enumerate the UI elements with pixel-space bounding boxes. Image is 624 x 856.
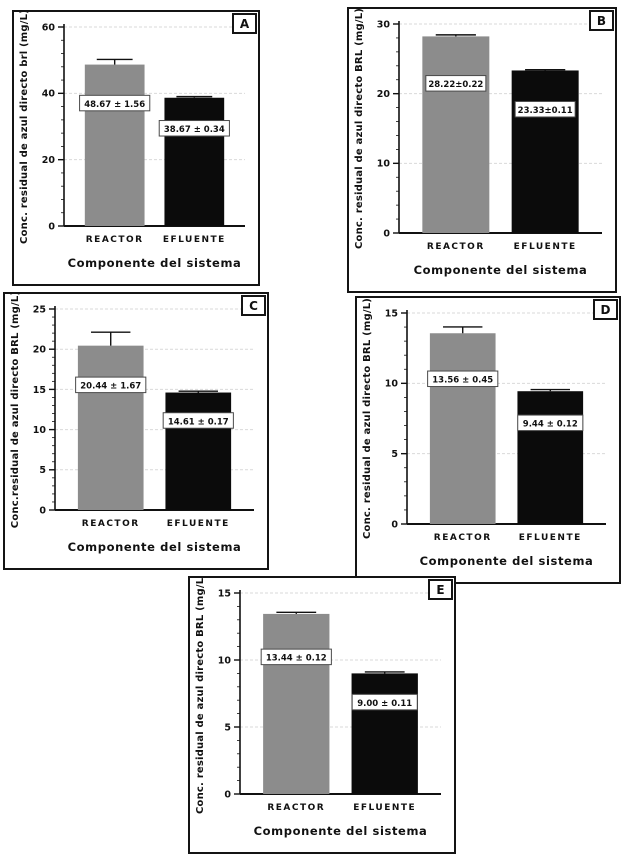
y-tick-label: 20 <box>33 345 47 356</box>
panel-letter-box: D <box>593 299 618 320</box>
value-label-box <box>514 100 576 118</box>
chart-svg-d: 0 5 10 15 13.56 ± 0.45 REACTOR 9.44 ± 0.12 EFLU… <box>362 298 606 568</box>
y-axis-title: Conc. residual de azul directo BRL (mg/L… <box>354 9 365 249</box>
bar-efluente <box>165 392 232 510</box>
value-label-box <box>351 693 418 711</box>
value-label-box <box>517 414 584 432</box>
x-category-label: REACTOR <box>427 242 485 252</box>
panel-b: B 0 10 20 30 28.22±0.22 REACTOR 23.33±0.11 EFLU… <box>347 7 617 293</box>
value-label-box <box>158 120 230 137</box>
panel-letter: A <box>239 16 250 31</box>
value-label: 23.33±0.11 <box>518 106 573 116</box>
y-tick-label: 0 <box>391 519 398 530</box>
chart-svg-e: 0 5 10 15 13.44 ± 0.12 REACTOR 9.00 ± 0.11 EFLU… <box>195 578 441 838</box>
chart-svg-c: 0 5 10 15 20 25 20.44 ± 1.67 REACTOR 14.61 ± 0.1… <box>10 294 254 554</box>
bar-efluente <box>517 391 584 524</box>
x-category-label: EFLUENTE <box>167 519 230 529</box>
value-label-box <box>425 75 487 92</box>
value-label: 20.44 ± 1.67 <box>80 382 141 392</box>
value-label: 9.44 ± 0.12 <box>523 420 578 430</box>
bar-efluente <box>351 673 418 794</box>
x-axis-title: Componente del sistema <box>68 540 242 554</box>
y-tick-label: 15 <box>33 385 46 396</box>
value-label: 13.56 ± 0.45 <box>432 376 493 386</box>
y-axis-title: Conc. residual de azul directo BRL (mg/L… <box>195 578 206 814</box>
y-tick-label: 0 <box>39 505 46 516</box>
y-tick-label: 5 <box>391 449 398 460</box>
chart-svg-b: 0 10 20 30 28.22±0.22 REACTOR 23.33±0.11 EFLUEN… <box>354 9 602 277</box>
y-tick-label: 10 <box>33 425 47 436</box>
y-tick-label: 10 <box>377 159 391 170</box>
y-tick-label: 25 <box>33 304 46 315</box>
chart-svg-a: 0 20 40 60 48.67 ± 1.56 REACTOR 38.67 ± 0.34 EF… <box>19 12 245 270</box>
y-axis-title: Conc. residual de azul directo BRL (mg/L… <box>362 298 373 539</box>
value-label: 14.61 ± 0.17 <box>168 417 229 427</box>
x-axis-title: Componente del sistema <box>420 554 594 568</box>
panel-e: E 0 5 10 15 13.44 ± 0.12 REACTOR 9.00 ± 0.11 EF… <box>188 576 456 854</box>
y-axis-title: Conc. residual de azul directo brl (mg/L… <box>19 12 30 244</box>
y-tick-label: 0 <box>48 221 55 232</box>
bar-reactor <box>429 333 496 524</box>
x-category-label: REACTOR <box>267 803 325 813</box>
panel-letter-box: A <box>232 13 257 34</box>
x-category-label: REACTOR <box>82 519 140 529</box>
value-label: 9.00 ± 0.11 <box>357 699 412 709</box>
value-label-box <box>75 376 147 394</box>
panel-letter-box: B <box>589 10 614 31</box>
panel-letter-box: C <box>241 295 266 316</box>
x-category-label: EFLUENTE <box>163 235 226 245</box>
bar-reactor <box>263 613 330 794</box>
panel-d: D 0 5 10 15 13.56 ± 0.45 REACTOR 9.44 ± 0.12 EF… <box>355 296 621 584</box>
panel-letter: C <box>249 298 258 313</box>
x-axis-title: Componente del sistema <box>68 256 242 270</box>
y-axis-title: Conc.residual de azul directo BRL (mg/L) <box>10 294 21 528</box>
y-tick-label: 0 <box>224 789 231 800</box>
y-tick-label: 30 <box>377 19 391 30</box>
y-tick-label: 5 <box>39 465 46 476</box>
x-category-label: EFLUENTE <box>353 803 416 813</box>
y-tick-label: 20 <box>377 89 391 100</box>
y-tick-label: 10 <box>385 379 399 390</box>
value-label-box <box>427 370 499 388</box>
x-category-label: REACTOR <box>434 533 492 543</box>
bar-reactor <box>84 64 145 226</box>
y-tick-label: 10 <box>218 655 232 666</box>
value-label: 38.67 ± 0.34 <box>164 125 225 135</box>
x-category-label: REACTOR <box>86 235 144 245</box>
value-label-box <box>162 412 234 429</box>
value-label: 13.44 ± 0.12 <box>266 654 327 664</box>
panel-a: A 0 20 40 60 48.67 ± 1.56 REACTOR 38.67 ± 0.34… <box>12 10 260 286</box>
panel-c: C 0 5 10 15 20 25 20.44 ± 1.67 REACTOR 14.61 ± 0… <box>3 292 269 570</box>
panel-letter: B <box>596 13 607 28</box>
value-label-box <box>260 648 332 666</box>
panel-letter: D <box>600 302 611 317</box>
x-axis-title: Componente del sistema <box>254 824 428 838</box>
bar-efluente <box>511 70 579 233</box>
bar-reactor <box>422 36 490 233</box>
y-tick-label: 5 <box>224 722 231 733</box>
value-label-box <box>79 94 151 112</box>
y-tick-label: 60 <box>42 22 56 33</box>
x-category-label: EFLUENTE <box>519 533 582 543</box>
panel-letter: E <box>436 582 445 597</box>
y-tick-label: 40 <box>42 89 56 100</box>
x-axis-title: Componente del sistema <box>414 263 588 277</box>
bar-reactor <box>77 345 144 510</box>
y-tick-label: 20 <box>42 155 56 166</box>
y-tick-label: 15 <box>218 588 231 599</box>
value-label: 48.67 ± 1.56 <box>84 100 145 110</box>
bar-efluente <box>164 97 225 226</box>
x-category-label: EFLUENTE <box>514 242 577 252</box>
panel-letter-box: E <box>428 579 453 600</box>
value-label: 28.22±0.22 <box>428 80 483 90</box>
y-tick-label: 0 <box>383 228 390 239</box>
y-tick-label: 15 <box>385 308 398 319</box>
